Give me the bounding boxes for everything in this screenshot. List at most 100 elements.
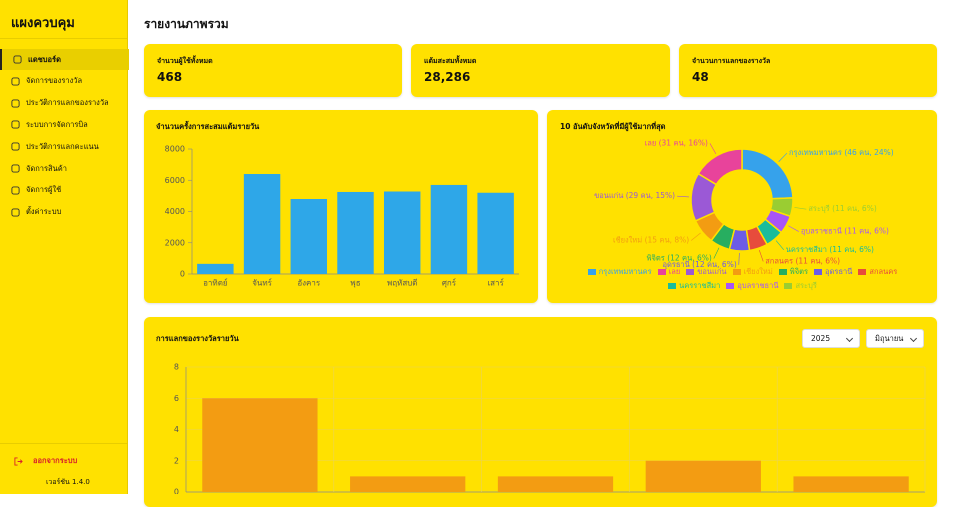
bar — [497, 476, 614, 492]
bar — [243, 174, 281, 274]
legend-swatch — [778, 269, 787, 275]
menu-item[interactable]: จัดการสินค้า — [0, 158, 127, 179]
menu-icon — [11, 142, 20, 151]
y-tick-label: 0 — [180, 270, 185, 279]
legend-label: นครราชสีมา — [679, 281, 721, 290]
icon-shape — [13, 55, 22, 64]
divider — [0, 38, 127, 39]
leader-line — [713, 247, 720, 259]
icon-shape — [11, 99, 20, 108]
menu-label: จัดการของรางวัล — [26, 76, 83, 86]
legend-item[interactable]: นครราชสีมา — [668, 280, 720, 292]
bar — [337, 191, 374, 274]
bar — [290, 199, 328, 274]
y-tick-label: 4000 — [165, 207, 185, 216]
data-label: กรุงเทพมหานคร (46 คน, 24%) — [789, 148, 894, 157]
chart-title: 10 อันดับจังหวัดที่มีผู้ใช้มากที่สุด — [560, 120, 666, 132]
legend-item[interactable]: ขอนแก่น — [686, 266, 727, 278]
y-tick-label: 0 — [174, 488, 179, 495]
leader-line — [709, 143, 717, 155]
chart-title: จำนวนครั้งการสะสมแต้มรายวัน — [156, 120, 260, 131]
legend-item[interactable]: กรุงเทพมหานคร — [587, 266, 652, 278]
data-label: เชียงใหม่ (15 คน, 8%) — [613, 236, 689, 245]
legend-swatch — [726, 283, 735, 289]
icon-shape — [11, 77, 20, 86]
icon-shape — [11, 142, 20, 151]
legend-swatch — [732, 269, 741, 275]
leader-line — [677, 195, 690, 198]
data-label: นครราชสีมา (11 คน, 6%) — [786, 245, 874, 254]
legend-swatch — [784, 283, 793, 289]
menu-item[interactable]: ประวัติการแลกคะแนน — [0, 136, 127, 157]
legend-item[interactable]: สกลนคร — [858, 266, 897, 278]
x-tick-label: เสาร์ — [487, 278, 504, 288]
stat-value: 468 — [157, 70, 183, 84]
y-tick-label: 2000 — [165, 238, 185, 247]
bar — [202, 398, 318, 492]
stat-card: จำนวนการแลกของรางวัล 48 — [679, 44, 937, 97]
legend-label: เชียงใหม่ — [743, 267, 773, 276]
menu-label: ตั้งค่าระบบ — [26, 207, 62, 217]
legend-label: กรุงเทพมหานคร — [598, 267, 652, 276]
y-tick-label: 2 — [174, 456, 179, 465]
icon-shape — [11, 120, 20, 129]
data-label: พิจิตร (12 คน, 6%) — [647, 254, 712, 263]
legend: กรุงเทพมหานคร เลย ขอนแก่น เชียงใหม่ พิจิตร อุ… — [560, 266, 925, 292]
icon-shape — [11, 186, 20, 195]
logout-button[interactable]: ออกจากระบบ — [14, 455, 77, 467]
menu-label: แดชบอร์ด — [28, 54, 61, 64]
legend-label: อุดรธานี — [825, 267, 853, 276]
legend-item[interactable]: สระบุรี — [784, 280, 817, 292]
legend-item[interactable]: อุบลราชธานี — [726, 280, 778, 292]
legend-item[interactable]: อุดรธานี — [814, 266, 852, 278]
legend-swatch — [657, 269, 666, 275]
chart-title: การแลกของรางวัลรายวัน — [156, 334, 240, 343]
legend-label: เลย — [668, 267, 681, 276]
bar — [350, 476, 466, 492]
menu-item[interactable]: แดชบอร์ด — [0, 49, 129, 70]
month-select[interactable]: มิถุนายน — [866, 329, 924, 348]
data-label: สระบุรี (11 คน, 6%) — [808, 204, 876, 213]
stat-label: จำนวนผู้ใช้ทั้งหมด — [157, 57, 213, 65]
y-tick-label: 4 — [174, 425, 179, 434]
year-select[interactable]: 2025 — [802, 329, 860, 348]
menu-icon — [11, 120, 20, 129]
legend-swatch — [686, 269, 695, 275]
bar — [477, 192, 514, 274]
x-tick-label: ศุกร์ — [442, 278, 457, 288]
legend-swatch — [668, 283, 677, 289]
leader-line — [759, 250, 764, 262]
menu-icon — [11, 208, 20, 217]
menu-item[interactable]: จัดการผู้ใช้ — [0, 180, 127, 201]
menu-item[interactable]: ระบบการจัดการบิล — [0, 114, 127, 135]
legend-label: พิจิตร — [789, 267, 809, 276]
data-label: ขอนแก่น (29 คน, 15%) — [594, 191, 675, 200]
page-title: รายงานภาพรวม — [144, 17, 229, 31]
bar — [793, 476, 909, 492]
y-tick-label: 8 — [174, 363, 179, 372]
menu-item[interactable]: จัดการของรางวัล — [0, 71, 127, 92]
sidebar: แผงควบคุม แดชบอร์ดจัดการของรางวัลประวัติ… — [0, 0, 129, 494]
menu-label: ประวัติการแลกคะแนน — [26, 141, 99, 151]
stat-card: จำนวนผู้ใช้ทั้งหมด 468 — [144, 44, 402, 97]
stat-value: 28,286 — [424, 70, 471, 84]
menu-item[interactable]: ประวัติการแลกของรางวัล — [0, 93, 127, 114]
menu-icon — [11, 164, 20, 173]
leader-line — [778, 152, 788, 162]
sidebar-title: แผงควบคุม — [11, 16, 75, 31]
legend-item[interactable]: เลย — [657, 266, 681, 278]
menu-icon — [11, 186, 20, 195]
icon-shape — [11, 208, 20, 217]
legend-item[interactable]: เชียงใหม่ — [732, 266, 773, 278]
menu-item[interactable]: ตั้งค่าระบบ — [0, 202, 127, 223]
bar — [645, 460, 761, 492]
legend-item[interactable]: พิจิตร — [778, 266, 809, 278]
leader-line — [775, 240, 785, 250]
version: เวอร์ชัน 1.4.0 — [46, 478, 90, 486]
legend-label: สระบุรี — [795, 281, 817, 290]
legend-swatch — [814, 269, 823, 275]
y-tick-label: 8000 — [165, 145, 185, 154]
pie-slice — [741, 148, 794, 200]
stat-value: 48 — [692, 70, 709, 84]
menu-icon — [13, 55, 22, 64]
